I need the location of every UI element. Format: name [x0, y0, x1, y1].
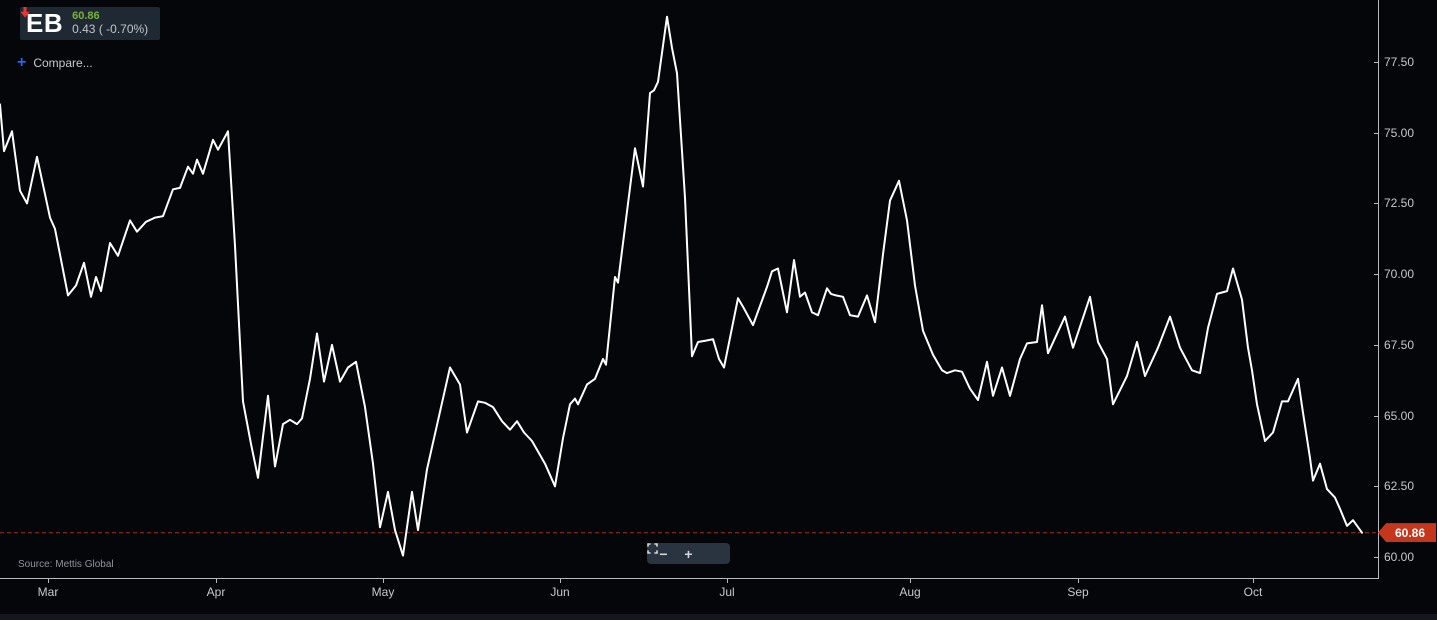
symbol-ticker: EB	[26, 8, 64, 38]
compare-button[interactable]: + Compare...	[17, 54, 93, 71]
x-tick-label: Mar	[37, 585, 59, 599]
x-tick-label: May	[371, 585, 395, 599]
symbol-quote-box[interactable]: EB 60.86 0.43 ( -0.70%)	[20, 7, 161, 40]
y-tick-label: 72.50	[1384, 196, 1415, 211]
y-tick-label: 62.50	[1384, 479, 1415, 494]
plus-icon: +	[684, 545, 693, 562]
x-tick-mark	[1253, 579, 1254, 583]
x-tick-mark	[560, 579, 561, 583]
y-tick-mark	[1374, 486, 1378, 488]
bottom-strip	[0, 614, 1437, 620]
y-tick-mark	[1374, 203, 1378, 205]
x-tick-mark	[48, 579, 49, 583]
x-tick-mark	[910, 579, 911, 583]
y-tick-mark	[1374, 274, 1378, 276]
down-arrow-icon	[20, 7, 30, 18]
y-tick-label: 75.00	[1384, 125, 1415, 140]
symbol-last-price: 60.86	[72, 10, 100, 22]
zoom-in-button[interactable]: +	[676, 543, 701, 564]
x-tick-label: Apr	[206, 585, 226, 599]
y-tick-label: 77.50	[1384, 55, 1415, 69]
x-tick-mark	[216, 579, 217, 583]
y-tick-label: 70.00	[1384, 267, 1415, 282]
last-price-label: 60.86	[1378, 523, 1436, 543]
y-tick-mark	[1374, 415, 1378, 417]
x-tick-label: Jun	[550, 585, 570, 599]
price-line	[0, 15, 1363, 557]
y-tick-mark	[1374, 344, 1378, 346]
symbol-change: 0.43 ( -0.70%)	[72, 22, 149, 36]
x-tick-label: Oct	[1243, 585, 1263, 599]
plot-area[interactable]: EB 60.86 0.43 ( -0.70%) + Compare... Sou…	[0, 0, 1379, 578]
fullscreen-button[interactable]	[647, 543, 726, 564]
fullscreen-icon	[647, 543, 658, 554]
price-chart-svg	[0, 15, 1379, 557]
x-tick-mark	[1078, 579, 1079, 583]
x-tick-mark	[383, 579, 384, 583]
y-tick-mark	[1374, 62, 1378, 63]
last-price-label-text: 60.86	[1394, 525, 1426, 540]
x-tick-label: Sep	[1067, 585, 1089, 599]
quote-values: 60.86 0.43 ( -0.70%)	[20, 7, 149, 36]
y-tick-label: 60.00	[1384, 550, 1415, 564]
x-axis-line[interactable]	[0, 578, 1379, 579]
source-attribution: Source: Mettis Global	[18, 559, 114, 570]
y-tick-mark	[1374, 557, 1378, 558]
x-tick-label: Jul	[719, 585, 735, 599]
y-axis-line[interactable]	[1378, 0, 1379, 579]
y-tick-mark	[1374, 132, 1378, 134]
y-tick-label: 67.50	[1384, 337, 1415, 352]
symbol-change-row: 0.43 ( -0.70%)	[20, 7, 149, 36]
compare-plus-icon: +	[17, 54, 27, 71]
x-tick-label: Aug	[899, 585, 921, 599]
zoom-out-button[interactable]: −	[651, 543, 676, 564]
x-tick-mark	[727, 579, 728, 583]
zoom-toolbar: − +	[647, 543, 730, 564]
y-tick-label: 65.00	[1384, 408, 1415, 423]
compare-label: Compare...	[33, 56, 93, 70]
minus-icon: −	[659, 545, 668, 562]
